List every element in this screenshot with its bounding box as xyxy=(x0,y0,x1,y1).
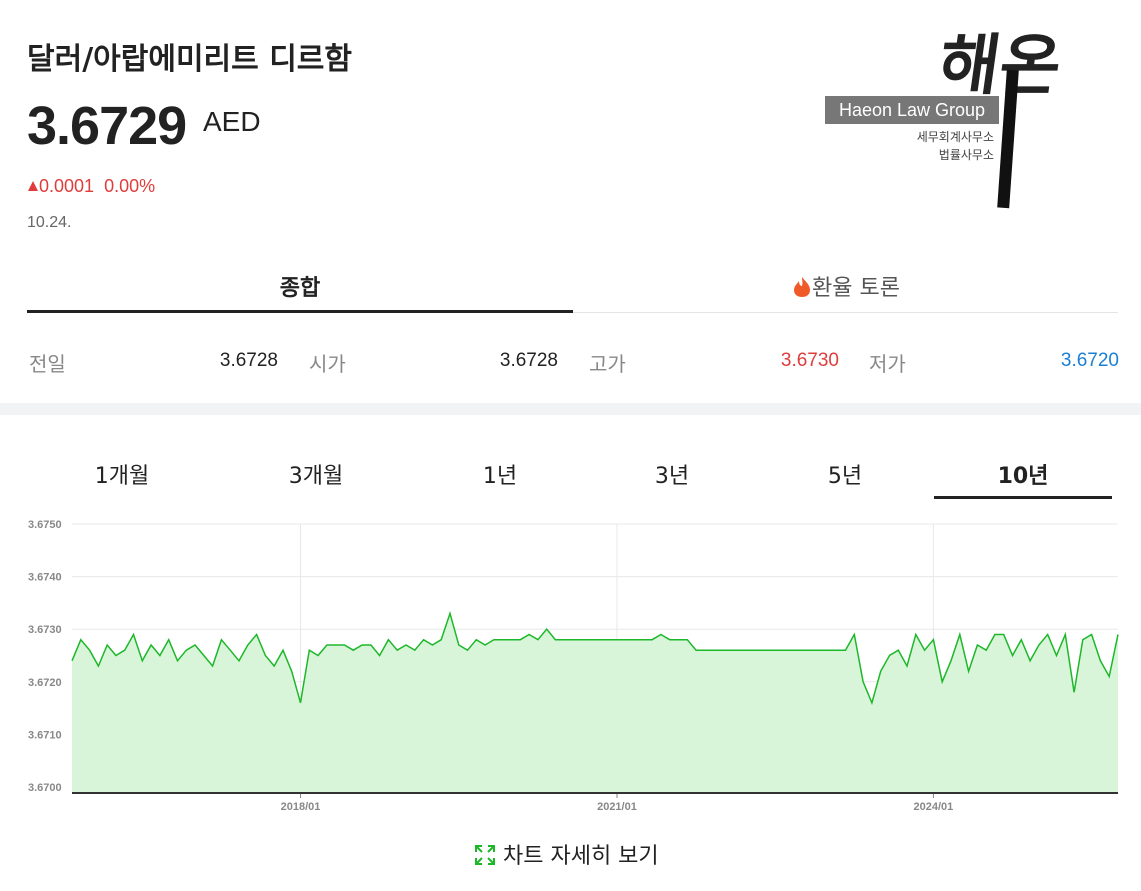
stat-label: 고가 xyxy=(589,352,626,376)
stat-value: 3.6730 xyxy=(780,350,839,371)
chart: 3.6700 3.6710 3.6720 3.6730 3.6740 3.6750 2018… xyxy=(28,519,1119,813)
x-tick-label: 2021/01 xyxy=(597,801,637,813)
y-tick-label: 3.6700 xyxy=(28,782,62,794)
tab[interactable]: 종합 xyxy=(279,276,321,301)
tab-label: 환율 토론 xyxy=(812,276,900,301)
stat-value: 3.6728 xyxy=(499,350,558,371)
stat-label: 저가 xyxy=(869,352,906,376)
period-tab[interactable]: 3개월 xyxy=(288,464,344,489)
fire-icon xyxy=(794,277,811,297)
tab[interactable]: 환율 토론 xyxy=(573,270,1119,302)
x-tick-label: 2024/01 xyxy=(914,801,954,813)
period-tab[interactable]: 1년 xyxy=(482,464,518,489)
area xyxy=(72,613,1118,793)
period-tab[interactable]: 10년 xyxy=(997,464,1049,489)
y-tick-label: 3.6750 xyxy=(28,519,62,531)
up-arrow xyxy=(28,181,38,191)
logo-name: Haeon Law Group xyxy=(825,96,999,124)
price: 3.6729 xyxy=(27,96,187,156)
y-tick-label: 3.6710 xyxy=(28,729,62,741)
currency-unit: AED xyxy=(203,106,261,137)
stat-value: 3.6720 xyxy=(1060,350,1119,371)
stat-label: 전일 xyxy=(29,352,66,376)
change: 0.0001 0.00% xyxy=(27,176,155,197)
detail-link[interactable]: 차트 자세히 보기 xyxy=(474,838,659,870)
date: 10.24. xyxy=(27,214,72,231)
period-tab[interactable]: 5년 xyxy=(827,464,863,489)
logo-line: 세무회계사무소 xyxy=(916,130,994,144)
x-tick-label: 2018/01 xyxy=(281,801,321,813)
tab-underline xyxy=(27,310,573,313)
section-gap xyxy=(0,403,1141,415)
logo-line: 법률사무소 xyxy=(938,148,994,162)
change-percent: 0.00% xyxy=(104,176,156,196)
y-tick-label: 3.6730 xyxy=(28,624,62,636)
y-tick-label: 3.6740 xyxy=(28,572,62,584)
line xyxy=(71,610,1119,706)
period-underline xyxy=(934,496,1112,499)
period-tab[interactable]: 3년 xyxy=(654,464,690,489)
stat-label: 시가 xyxy=(309,352,346,376)
period-tab[interactable]: 1개월 xyxy=(94,464,150,489)
logo-brush: 해온 xyxy=(933,26,1067,104)
y-tick-label: 3.6720 xyxy=(28,677,62,689)
expand-icon xyxy=(475,845,495,865)
page-title: 달러/아랍에미리트 디르함 xyxy=(27,42,353,77)
change-value: 0.0001 xyxy=(39,176,95,196)
detail-link-label: 차트 자세히 보기 xyxy=(503,844,659,869)
stat-value: 3.6728 xyxy=(219,350,278,371)
